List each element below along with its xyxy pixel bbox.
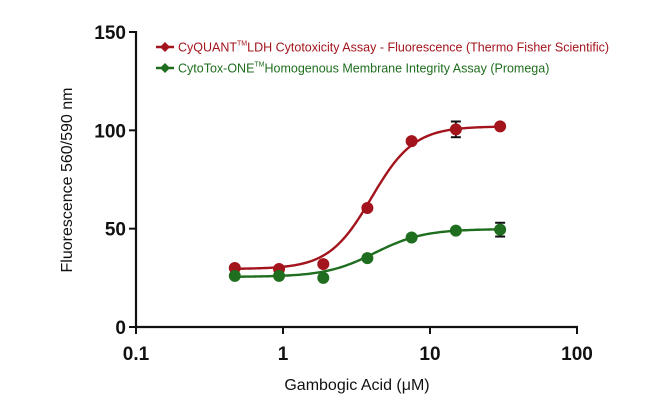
x-tick-label: 0.1 [123, 344, 150, 365]
data-point [273, 269, 286, 282]
x-tick-label: 10 [419, 344, 440, 365]
axes: 0 50 100 150 0.1 1 10 100 [94, 23, 593, 365]
y-axis-title: Fluorescence 560/590 nm [59, 88, 76, 273]
series-1 [228, 120, 507, 275]
x-axis-title: Gambogic Acid (μM) [284, 377, 429, 394]
data-point [361, 202, 374, 215]
data-point [317, 258, 330, 271]
data-point [228, 269, 241, 282]
data-point [449, 123, 462, 136]
data-point [317, 271, 330, 284]
data-point [494, 223, 507, 236]
legend-item-1: CyQUANTTMLDH Cytotoxicity Assay - Fluore… [156, 41, 609, 55]
data-point [405, 135, 418, 148]
y-tick-label: 100 [94, 121, 126, 142]
series-2 [228, 221, 507, 284]
data-point [405, 231, 418, 244]
legend: CyQUANTTMLDH Cytotoxicity Assay - Fluore… [156, 41, 609, 76]
data-point [361, 252, 374, 265]
legend-item-2: CytoTox-ONETMHomogenous Membrane Integri… [156, 62, 549, 76]
x-tick-label: 100 [561, 344, 593, 365]
data-point [449, 224, 462, 237]
legend-marker-icon [160, 63, 170, 73]
legend-marker-icon [160, 42, 170, 52]
fit-curve [234, 125, 501, 270]
legend-label: CytoTox-ONETMHomogenous Membrane Integri… [178, 62, 549, 76]
x-tick-label: 1 [278, 344, 289, 365]
series-layer [228, 120, 507, 284]
y-tick-label: 0 [115, 318, 126, 339]
y-tick-label: 150 [94, 23, 126, 44]
legend-label: CyQUANTTMLDH Cytotoxicity Assay - Fluore… [178, 41, 609, 55]
data-point [494, 120, 507, 133]
y-tick-label: 50 [105, 220, 126, 241]
